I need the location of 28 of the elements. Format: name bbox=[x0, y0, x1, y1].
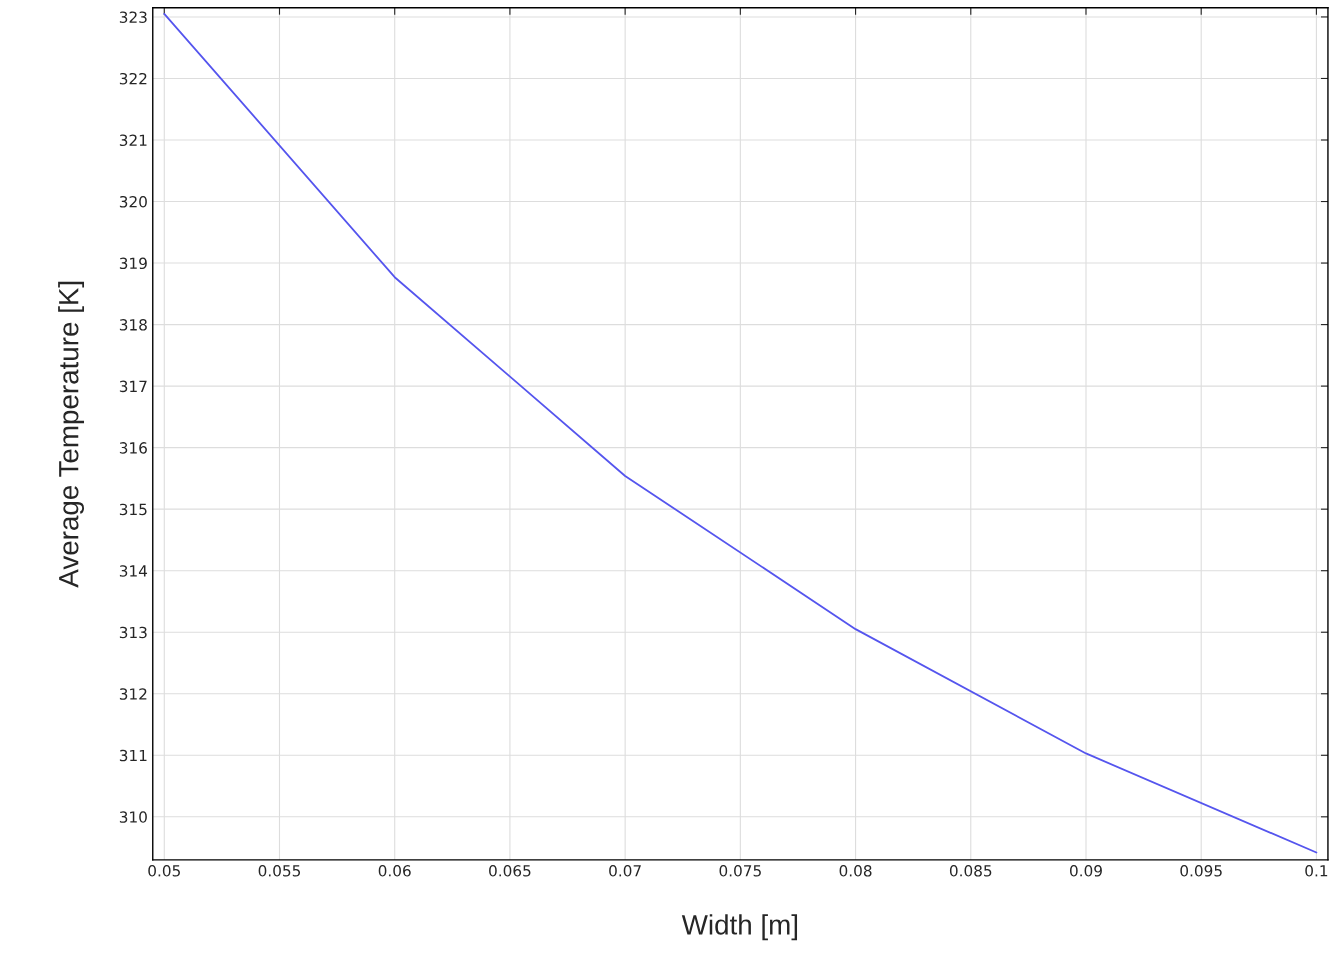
y-axis-title: Average Temperature [K] bbox=[58, 281, 85, 588]
x-tick-label: 0.05 bbox=[148, 865, 180, 877]
y-tick-label: 320 bbox=[119, 195, 147, 208]
y-tick-label: 319 bbox=[119, 257, 147, 270]
y-tick-label: 323 bbox=[119, 11, 147, 23]
x-tick-label: 0.085 bbox=[949, 865, 992, 877]
x-tick-label: 0.07 bbox=[609, 865, 641, 877]
y-tick-label: 315 bbox=[119, 503, 147, 516]
y-tick-label: 313 bbox=[119, 626, 147, 639]
y-tick-label: 322 bbox=[119, 72, 147, 85]
line-series bbox=[163, 12, 1318, 854]
x-tick-label: 0.095 bbox=[1180, 865, 1222, 877]
x-tick-label: 0.065 bbox=[489, 865, 531, 877]
x-tick-label: 0.06 bbox=[378, 865, 411, 877]
x-tick-label: 0.055 bbox=[258, 865, 301, 877]
y-tick-label: 312 bbox=[119, 688, 147, 700]
x-axis-title: Width [m] bbox=[681, 914, 798, 941]
x-tick-label: 0.1 bbox=[1305, 865, 1328, 877]
x-tick-label: 0.08 bbox=[839, 865, 872, 877]
y-tick-label: 310 bbox=[119, 811, 147, 823]
y-tick-label: 318 bbox=[119, 319, 147, 331]
x-tick-label: 0.09 bbox=[1069, 865, 1102, 877]
y-tick-label: 321 bbox=[119, 134, 147, 147]
y-tick-label: 317 bbox=[119, 380, 147, 393]
y-tick-label: 314 bbox=[119, 565, 148, 577]
y-tick-label: 316 bbox=[119, 442, 147, 454]
x-tick-label: 0.075 bbox=[719, 865, 761, 877]
y-tick-label: 311 bbox=[119, 749, 147, 762]
